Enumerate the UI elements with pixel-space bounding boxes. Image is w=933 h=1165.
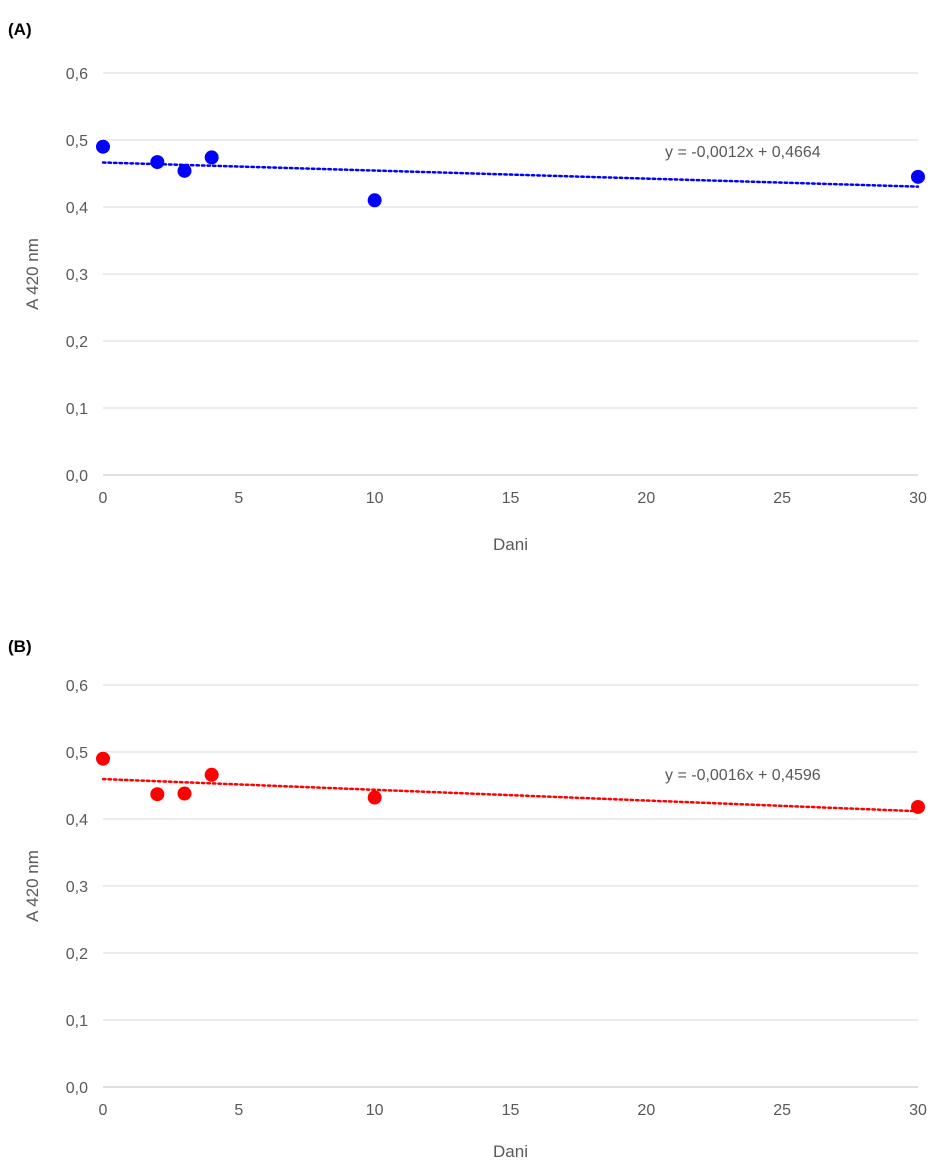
panel-label-a: (A) xyxy=(8,20,32,39)
y-axis-title: A 420 nm xyxy=(23,850,42,922)
y-tick-label: 0,4 xyxy=(66,200,88,217)
y-tick-label: 0,2 xyxy=(66,946,88,963)
scatter-chart-b: 0,0 0,1 0,2 0,3 0,4 0,5 0,6 0 5 10 15 20 25 30 Dani A 4… xyxy=(23,678,927,1161)
y-tick-label: 0,1 xyxy=(66,401,88,418)
x-tick-label: 20 xyxy=(637,1102,655,1119)
x-axis-title: Dani xyxy=(493,535,528,554)
y-tick-label: 0,1 xyxy=(66,1013,88,1030)
chart-panel-a: (A) 0,0 0,1 0,2 0,3 0,4 0,5 0,6 0 5 10 15 20 25 30 Dan… xyxy=(8,20,927,554)
data-point xyxy=(911,799,925,814)
x-tick-label: 25 xyxy=(773,490,791,507)
panel-label-b: (B) xyxy=(8,637,32,656)
x-tick-label: 15 xyxy=(502,490,520,507)
data-point xyxy=(911,169,925,184)
data-point xyxy=(204,150,219,165)
x-tick-label: 20 xyxy=(637,490,655,507)
chart-panel-b: (B) 0,0 0,1 0,2 0,3 0,4 0,5 0,6 0 5 10 15 20 25 30 Dan… xyxy=(0,610,933,1165)
x-tick-label: 10 xyxy=(366,1102,384,1119)
trendline xyxy=(101,161,920,188)
x-axis-title: Dani xyxy=(493,1142,528,1161)
data-point xyxy=(177,163,192,178)
data-point xyxy=(96,751,110,766)
trendline-equation: y = -0,0012x + 0,4664 xyxy=(665,144,821,161)
x-tick-label: 0 xyxy=(99,1102,108,1119)
x-tick-label: 5 xyxy=(234,490,243,507)
data-point xyxy=(367,193,382,208)
x-tick-label: 5 xyxy=(234,1102,243,1119)
y-tick-label: 0,5 xyxy=(66,133,88,150)
scatter-chart-a: 0,0 0,1 0,2 0,3 0,4 0,5 0,6 0 5 10 15 20 25 30 Dani A 4… xyxy=(23,66,927,554)
y-axis-title: A 420 nm xyxy=(23,238,42,310)
trendline-equation: y = -0,0016x + 0,4596 xyxy=(665,767,821,784)
y-tick-label: 0,6 xyxy=(66,678,88,695)
data-point xyxy=(150,787,165,802)
trendline xyxy=(101,777,920,813)
y-tick-label: 0,6 xyxy=(66,66,88,83)
y-tick-label: 0,3 xyxy=(66,267,88,284)
y-tick-label: 0,0 xyxy=(66,468,88,485)
x-tick-label: 10 xyxy=(366,490,384,507)
data-point xyxy=(150,155,165,170)
x-tick-label: 30 xyxy=(909,1102,927,1119)
y-tick-label: 0,3 xyxy=(66,879,88,896)
y-tick-label: 0,4 xyxy=(66,812,88,829)
y-tick-label: 0,5 xyxy=(66,745,88,762)
x-tick-label: 30 xyxy=(909,490,927,507)
x-tick-label: 15 xyxy=(502,1102,520,1119)
x-tick-label: 25 xyxy=(773,1102,791,1119)
data-point xyxy=(367,790,382,805)
data-point xyxy=(204,767,219,782)
data-point xyxy=(177,786,192,801)
data-point xyxy=(96,139,110,154)
x-tick-label: 0 xyxy=(99,490,108,507)
y-tick-label: 0,0 xyxy=(66,1080,88,1097)
y-tick-label: 0,2 xyxy=(66,334,88,351)
